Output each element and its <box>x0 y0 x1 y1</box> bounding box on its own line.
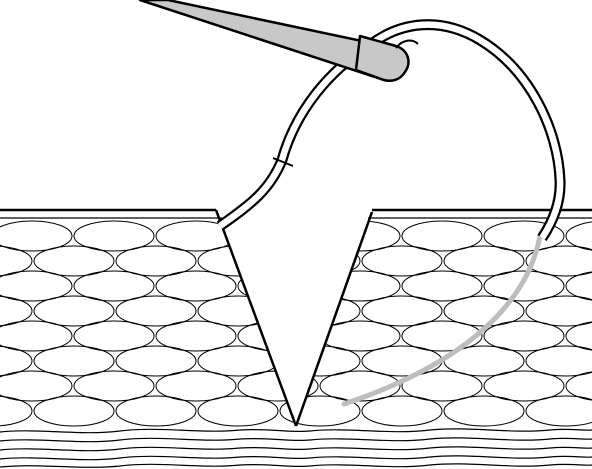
tissue-cell <box>279 395 361 427</box>
tissue-cell <box>483 320 565 352</box>
tissue-cell <box>237 220 319 252</box>
tissue-cell <box>361 245 443 277</box>
tissue-cell <box>33 395 115 427</box>
tissue-cell <box>0 370 73 402</box>
tissue-cell <box>401 270 483 302</box>
tissue-cell <box>155 370 237 402</box>
tissue-cell <box>237 270 319 302</box>
tissue-cell <box>115 245 197 277</box>
tissue-cell <box>279 245 361 277</box>
tissue-cell <box>361 295 443 327</box>
tissue-cell <box>525 345 592 377</box>
tissue-cell <box>0 345 33 377</box>
tissue-cell <box>565 320 592 352</box>
tissue-cell <box>565 370 592 402</box>
tissue-cell <box>483 220 565 252</box>
tissue-cell <box>565 270 592 302</box>
tissue-cell <box>115 345 197 377</box>
tissue-cell <box>115 295 197 327</box>
tissue-cell <box>197 395 279 427</box>
tissue-cell <box>401 220 483 252</box>
suture-needle <box>216 19 566 242</box>
tissue-cell <box>73 270 155 302</box>
tissue-cell <box>565 220 592 252</box>
tissue-cell <box>33 345 115 377</box>
tissue-cell <box>115 395 197 427</box>
tissue-cell <box>483 370 565 402</box>
needle-hidden-segment <box>341 233 543 407</box>
tissue-cell <box>155 320 237 352</box>
tissue-cell <box>0 320 73 352</box>
tissue-cell <box>73 370 155 402</box>
tissue-cell <box>525 245 592 277</box>
tissue-cell <box>73 220 155 252</box>
tissue-cell <box>33 295 115 327</box>
tissue-cell <box>33 245 115 277</box>
tissue-cell <box>483 270 565 302</box>
tissue-cell <box>155 270 237 302</box>
tissue-cell <box>0 295 33 327</box>
tissue-block <box>0 208 592 469</box>
needle-holder <box>138 0 419 82</box>
tissue-cell <box>0 220 73 252</box>
dermis-layers <box>0 428 592 468</box>
tissue-cell <box>443 245 525 277</box>
tissue-cell <box>0 270 73 302</box>
tissue-cell <box>361 395 443 427</box>
tissue-cell <box>0 245 33 277</box>
tissue-cell <box>73 320 155 352</box>
tissue-cell <box>401 370 483 402</box>
tissue-cell <box>525 395 592 427</box>
tissue-cell <box>443 395 525 427</box>
tissue-cell <box>525 295 592 327</box>
tissue-cell <box>0 395 33 427</box>
tissue-cell <box>401 320 483 352</box>
